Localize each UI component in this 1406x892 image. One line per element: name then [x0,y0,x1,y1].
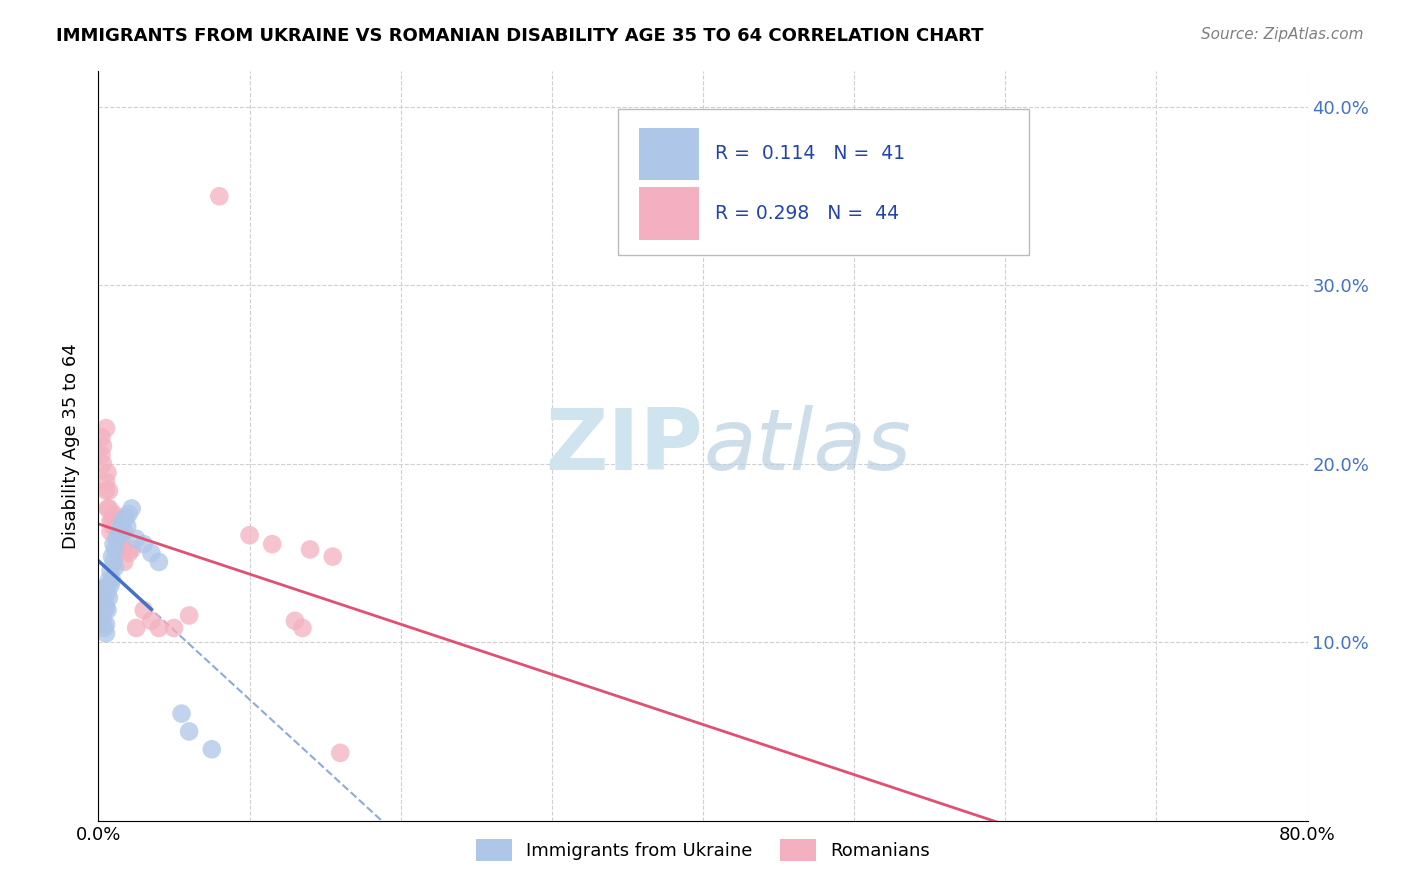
Point [98,483,121,498]
Point [96,501,118,516]
Point [90,448,112,462]
Point [108,537,131,551]
Point [104,510,127,524]
Point [98,591,121,605]
Point [163,621,186,635]
Point [121,542,143,557]
Point [91,582,114,596]
Point [98,501,121,516]
Point [291,621,314,635]
Point [91,614,114,628]
Point [103,507,125,521]
FancyBboxPatch shape [638,187,699,240]
Point [94,421,117,435]
Point [141,546,163,560]
Point [112,524,135,539]
Point [100,514,122,528]
Point [299,542,322,557]
Point [93,591,115,605]
Point [284,614,307,628]
Point [93,603,115,617]
Point [103,555,125,569]
Point [94,475,117,489]
Point [125,532,148,546]
Text: IMMIGRANTS FROM UKRAINE VS ROMANIAN DISABILITY AGE 35 TO 64 CORRELATION CHART: IMMIGRANTS FROM UKRAINE VS ROMANIAN DISA… [56,27,984,45]
Y-axis label: Disability Age 35 to 64: Disability Age 35 to 64 [62,343,80,549]
Point [148,621,170,635]
Point [132,603,155,617]
Point [111,514,134,528]
Point [89,599,111,614]
Point [90,608,112,623]
Point [179,724,201,739]
Point [89,596,111,610]
Point [94,626,117,640]
Point [93,621,115,635]
Legend: Immigrants from Ukraine, Romanians: Immigrants from Ukraine, Romanians [468,831,938,868]
Text: ZIP: ZIP [546,404,703,488]
Point [262,537,284,551]
Point [100,578,122,592]
Point [89,603,111,617]
Point [89,617,111,632]
Point [93,603,115,617]
Point [101,573,124,587]
Point [179,608,201,623]
Point [141,614,163,628]
Point [114,510,136,524]
Point [98,573,121,587]
Point [94,582,117,596]
Point [101,514,124,528]
Point [90,582,112,596]
Point [101,549,124,564]
Text: Source: ZipAtlas.com: Source: ZipAtlas.com [1201,27,1364,42]
Point [107,532,129,546]
Text: atlas: atlas [703,404,911,488]
Point [125,621,148,635]
Text: R =  0.114   N =  41: R = 0.114 N = 41 [716,145,905,163]
Point [90,430,112,444]
Point [104,542,127,557]
Point [108,524,131,539]
Point [96,603,118,617]
Point [103,537,125,551]
Point [148,555,170,569]
Point [132,537,155,551]
Point [103,519,125,533]
Point [111,542,134,557]
FancyBboxPatch shape [638,128,699,180]
Point [94,483,117,498]
Point [107,528,129,542]
Text: R = 0.298   N =  44: R = 0.298 N = 44 [716,204,900,223]
Point [94,599,117,614]
Point [118,546,141,560]
Point [201,742,224,756]
Point [100,524,122,539]
Point [118,507,141,521]
Point [110,528,132,542]
Point [322,549,344,564]
Point [110,519,132,533]
Point [91,439,114,453]
Point [94,617,117,632]
Point [112,555,135,569]
Point [329,746,352,760]
Point [121,501,143,516]
Point [208,189,231,203]
Point [91,591,114,605]
Point [115,519,138,533]
Point [100,564,122,578]
FancyBboxPatch shape [619,109,1029,255]
Point [239,528,262,542]
Point [170,706,193,721]
Point [91,457,114,471]
Point [96,466,118,480]
Point [104,560,127,574]
Point [96,585,118,599]
Point [105,514,128,528]
Point [105,532,128,546]
